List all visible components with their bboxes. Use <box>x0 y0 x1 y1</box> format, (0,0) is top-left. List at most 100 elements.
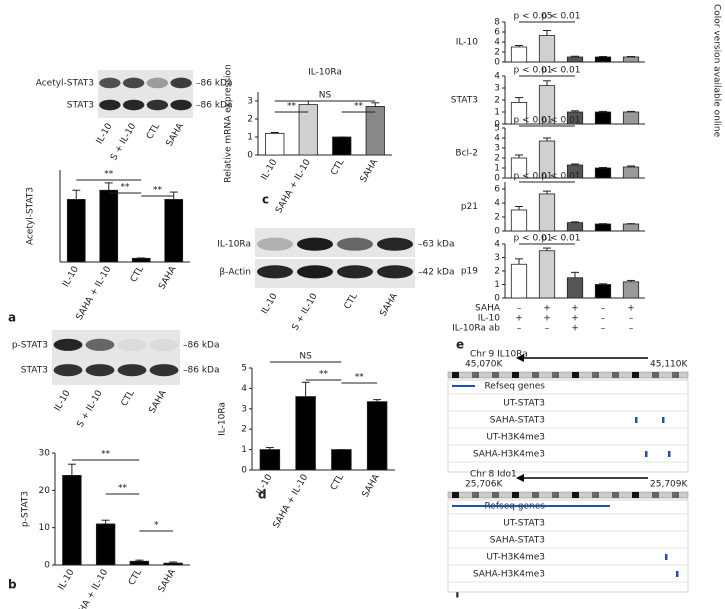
ideogram <box>447 491 689 499</box>
y-axis-label: Bcl-2 <box>455 149 478 159</box>
significance-label: p < 0.01 <box>541 172 580 182</box>
y-tick-label: 6 <box>494 28 500 38</box>
blot-band <box>377 265 413 279</box>
y-tick-label: 6 <box>494 185 500 195</box>
blot-band <box>85 364 115 377</box>
condition-mark: + <box>571 314 579 324</box>
bar <box>163 562 183 566</box>
browser-end: 45,110K <box>650 360 688 370</box>
y-tick-label: 2 <box>494 213 500 223</box>
significance-label: * <box>154 521 159 531</box>
side-note: Color version available online <box>712 4 722 138</box>
blot-band <box>146 77 169 89</box>
bar <box>129 560 150 566</box>
blot-band <box>99 77 121 89</box>
panel-letter: e <box>456 338 464 352</box>
track-label: SAHA-H3K4me3 <box>473 450 545 460</box>
significance-label: ** <box>153 186 163 196</box>
ideogram-band <box>612 492 619 498</box>
significance-label: ** <box>104 170 114 180</box>
bar <box>510 46 528 63</box>
condition-mark: – <box>517 304 522 314</box>
condition-label: SAHA <box>475 304 501 314</box>
y-tick-label: 3 <box>494 84 500 94</box>
track-area <box>447 499 689 593</box>
condition-mark: + <box>543 304 551 314</box>
y-tick-label: 0 <box>494 120 500 130</box>
blot-band <box>117 338 147 351</box>
blot-image <box>98 70 193 118</box>
y-tick-label: 0 <box>494 294 500 304</box>
bar <box>538 250 556 299</box>
bar <box>259 449 281 471</box>
track-label: UT-H3K4me3 <box>486 553 545 563</box>
y-tick-label: 10 <box>39 523 51 533</box>
blot-band <box>122 77 145 89</box>
bar <box>332 136 352 156</box>
blot-band <box>170 77 192 89</box>
y-tick-label: 8 <box>494 18 500 28</box>
y-tick-label: 5 <box>241 364 247 374</box>
y-tick-label: 4 <box>241 384 247 394</box>
browser-region: Chr 8 Ido1 <box>470 470 517 480</box>
significance-label: NS <box>299 352 312 362</box>
ideogram-band <box>632 492 639 498</box>
condition-mark: + <box>571 324 579 334</box>
ideogram-band <box>552 492 559 498</box>
ideogram-band <box>672 372 679 378</box>
condition-mark: + <box>515 314 523 324</box>
ideogram-band <box>492 372 499 378</box>
blot-band <box>53 338 83 351</box>
ideogram-band <box>512 492 519 498</box>
y-tick-label: 0 <box>494 174 500 184</box>
panel-letter: b <box>8 578 17 592</box>
blot-band <box>117 364 147 377</box>
y-tick-label: 0 <box>494 58 500 68</box>
browser-arrowhead <box>516 474 524 482</box>
y-axis-label: Relative mRNA expression <box>224 64 234 182</box>
bar <box>566 277 584 299</box>
y-tick-label: 2 <box>494 154 500 164</box>
blot-band <box>170 99 192 111</box>
bar <box>265 132 285 156</box>
blot-band <box>149 338 179 351</box>
condition-label: IL-10Ra ab <box>452 324 500 334</box>
condition-mark: + <box>543 314 551 324</box>
significance-label: p < 0.01 <box>513 172 552 182</box>
bar <box>295 396 316 471</box>
peak <box>645 451 648 457</box>
bar <box>365 106 385 156</box>
y-tick-label: 3 <box>241 404 247 414</box>
blot-band <box>297 237 333 251</box>
blot-size-label: –86 kDa <box>196 101 232 111</box>
blot-size-label: –86 kDa <box>183 366 219 376</box>
significance-label: p < 0.01 <box>513 234 552 244</box>
blot-band <box>146 99 169 111</box>
ideogram <box>447 371 689 379</box>
significance-label: p < 0.01 <box>513 116 552 126</box>
significance-label: ** <box>354 102 364 112</box>
y-tick-label: 20 <box>39 486 51 496</box>
ideogram-band <box>452 372 459 378</box>
bar <box>331 449 352 471</box>
bar <box>622 223 640 232</box>
browser-start: 25,706K <box>465 480 503 490</box>
y-tick-label: 2 <box>241 425 247 435</box>
ideogram-band <box>492 492 499 498</box>
track-label: UT-STAT3 <box>503 519 545 529</box>
ideogram-band <box>572 492 579 498</box>
condition-mark: – <box>629 324 634 334</box>
blot-band <box>257 237 293 251</box>
significance-label: ** <box>101 450 111 460</box>
y-tick-label: 4 <box>494 240 500 250</box>
ideogram-band <box>632 372 639 378</box>
y-tick-label: 0 <box>241 466 247 476</box>
peak <box>635 417 638 423</box>
blot-band <box>257 265 293 279</box>
bar <box>510 209 528 232</box>
blot-row-label: STAT3 <box>67 101 94 111</box>
condition-mark: – <box>601 314 606 324</box>
bar <box>131 257 151 263</box>
ideogram-band <box>512 372 519 378</box>
